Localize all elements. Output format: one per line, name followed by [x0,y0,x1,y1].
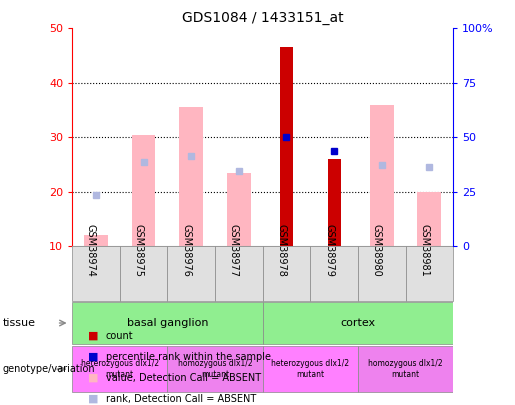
Text: ■: ■ [88,394,98,404]
FancyBboxPatch shape [358,246,405,301]
FancyBboxPatch shape [263,302,453,344]
FancyBboxPatch shape [263,346,358,392]
Text: heterozygous dlx1/2
mutant: heterozygous dlx1/2 mutant [81,359,159,379]
Bar [418,192,441,246]
Text: homozygous dlx1/2
mutant: homozygous dlx1/2 mutant [178,359,252,379]
Bar [132,134,156,246]
Text: GSM38975: GSM38975 [133,224,144,277]
Text: cortex: cortex [340,318,375,328]
Text: count: count [106,331,133,341]
Text: percentile rank within the sample: percentile rank within the sample [106,352,270,362]
Text: homozygous dlx1/2
mutant: homozygous dlx1/2 mutant [368,359,443,379]
Text: GSM38977: GSM38977 [229,224,239,277]
Bar [84,235,108,246]
Text: ■: ■ [88,331,98,341]
FancyBboxPatch shape [72,302,263,344]
Title: GDS1084 / 1433151_at: GDS1084 / 1433151_at [182,11,344,25]
FancyBboxPatch shape [167,246,215,301]
FancyBboxPatch shape [167,346,263,392]
Text: basal ganglion: basal ganglion [127,318,208,328]
FancyBboxPatch shape [72,246,119,301]
Bar [227,173,251,246]
Text: ■: ■ [88,373,98,383]
FancyBboxPatch shape [263,246,310,301]
FancyBboxPatch shape [119,246,167,301]
Bar [179,107,203,246]
FancyBboxPatch shape [72,346,167,392]
Text: ■: ■ [88,352,98,362]
FancyBboxPatch shape [405,246,453,301]
Text: GSM38979: GSM38979 [324,224,334,277]
Text: value, Detection Call = ABSENT: value, Detection Call = ABSENT [106,373,261,383]
FancyBboxPatch shape [310,246,358,301]
Text: tissue: tissue [3,318,36,328]
Text: heterozygous dlx1/2
mutant: heterozygous dlx1/2 mutant [271,359,349,379]
FancyBboxPatch shape [215,246,263,301]
Text: GSM38978: GSM38978 [277,224,286,277]
Text: GSM38974: GSM38974 [86,224,96,277]
Text: GSM38980: GSM38980 [372,224,382,277]
Bar [280,47,293,246]
Text: genotype/variation: genotype/variation [3,364,95,374]
Bar [328,159,340,246]
Text: rank, Detection Call = ABSENT: rank, Detection Call = ABSENT [106,394,256,404]
FancyBboxPatch shape [358,346,453,392]
Text: GSM38981: GSM38981 [419,224,430,277]
Text: GSM38976: GSM38976 [181,224,191,277]
Bar [370,104,393,246]
